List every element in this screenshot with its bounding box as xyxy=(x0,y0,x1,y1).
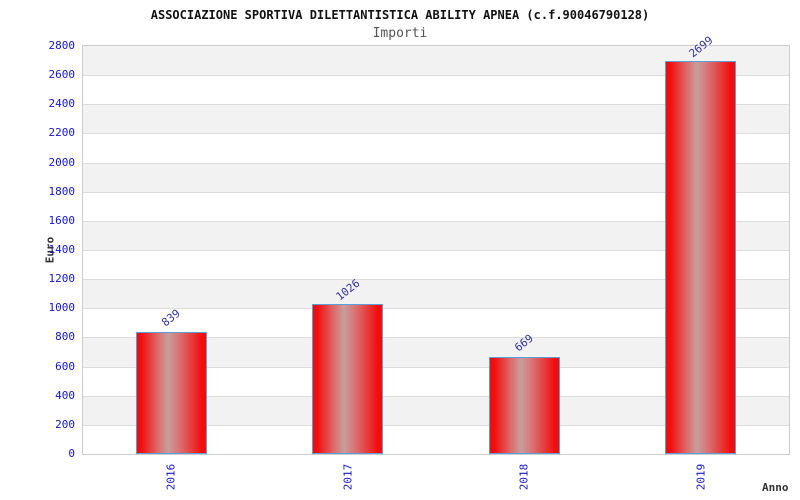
y-tick-label: 2200 xyxy=(48,126,76,140)
gridline xyxy=(83,395,789,397)
x-tick-label: 2018 xyxy=(517,463,531,491)
y-tick-label: 1000 xyxy=(48,301,76,315)
x-tick-label: 2019 xyxy=(694,463,708,491)
bar-2017 xyxy=(312,304,384,454)
bar-2016 xyxy=(135,331,207,454)
gridline xyxy=(83,104,789,106)
y-tick-label: 2400 xyxy=(48,97,76,111)
y-tick-label: 1400 xyxy=(48,243,76,256)
gridline xyxy=(83,337,789,339)
y-tick-label: 1600 xyxy=(48,213,76,227)
y-tick-label: 1200 xyxy=(48,272,76,286)
gridline xyxy=(83,162,789,164)
y-tick-label: 400 xyxy=(55,388,75,402)
bar-2019 xyxy=(665,60,737,454)
chart-subtitle: Importi xyxy=(372,26,428,41)
gridline xyxy=(83,250,789,251)
y-tick-label: 2000 xyxy=(48,155,76,169)
x-tick-label: 2016 xyxy=(164,463,178,491)
gridline xyxy=(83,279,789,281)
y-tick-label: 2800 xyxy=(48,39,76,52)
y-tick-label: 800 xyxy=(55,330,75,344)
x-axis-title: Anno xyxy=(762,481,789,494)
y-tick-label: 1800 xyxy=(48,184,76,198)
y-tick-label: 600 xyxy=(55,359,75,373)
chart-title: ASSOCIAZIONE SPORTIVA DILETTANTISTICA AB… xyxy=(150,8,650,22)
gridline xyxy=(83,75,789,77)
gridline xyxy=(83,366,789,368)
gridline xyxy=(83,308,789,310)
gridline xyxy=(83,220,789,222)
gridline xyxy=(83,133,789,135)
y-tick-label: 0 xyxy=(68,447,75,460)
x-tick-label: 2017 xyxy=(341,463,355,491)
gridline xyxy=(83,191,789,193)
gridline xyxy=(83,424,789,426)
bar-2018 xyxy=(488,356,560,454)
y-tick-label: 200 xyxy=(55,417,75,431)
plot-area: 839 1026 669 2699 xyxy=(82,33,790,455)
y-tick-label: 2600 xyxy=(48,68,76,82)
